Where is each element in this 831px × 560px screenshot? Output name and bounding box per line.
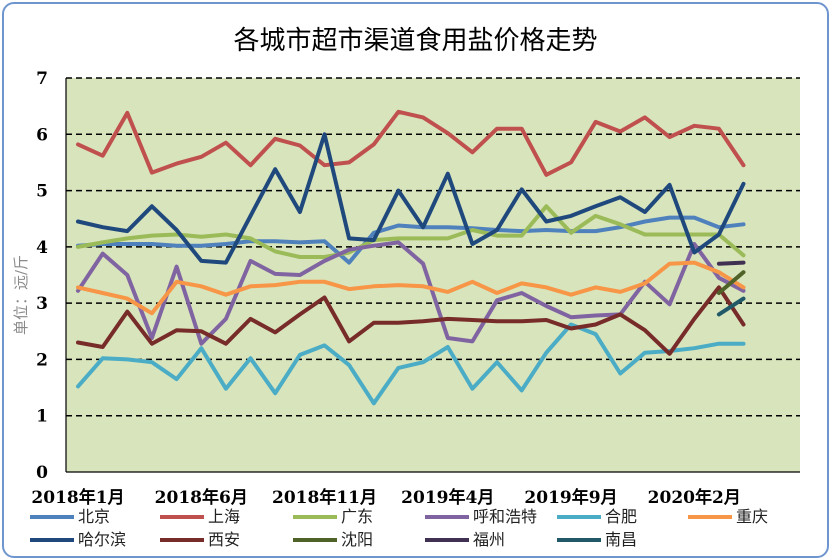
legend-label: 沈阳 [341,530,373,549]
plot-area [66,78,800,472]
legend-label: 重庆 [736,507,768,526]
series-line-合肥 [76,322,746,406]
legend-label: 呼和浩特 [473,507,537,526]
legend-item: 沈阳 [293,530,373,549]
y-tick-label: 0 [36,463,48,483]
legend-label: 上海 [208,507,240,526]
x-tick-label: 2018年11月 [272,487,377,508]
legend-label: 西安 [208,530,240,549]
y-tick-label: 5 [36,182,48,202]
legend-label: 哈尔滨 [78,530,126,549]
legend-label: 广东 [341,507,373,526]
legend-item: 福州 [425,530,505,549]
legend-item: 广东 [293,507,373,526]
series-line-哈尔滨 [76,132,746,265]
legend-label: 南昌 [605,530,637,549]
chart-title: 各城市超市渠道食用盐价格走势 [233,26,598,56]
y-tick-label: 7 [36,69,48,89]
y-tick-label: 1 [36,407,48,427]
series-line-上海 [76,109,746,177]
legend-item: 上海 [160,507,240,526]
y-tick-label: 4 [36,238,48,258]
legend-item: 哈尔滨 [30,530,126,549]
x-tick-label: 2019年4月 [401,487,494,508]
series-lines [76,109,746,406]
y-tick-label: 2 [36,350,48,370]
series-line-重庆 [76,260,746,316]
legend-item: 西安 [160,530,240,549]
legend-item: 北京 [30,507,110,526]
legend-label: 合肥 [605,507,637,526]
legend-item: 合肥 [557,507,637,526]
series-line-南昌 [716,296,746,317]
legend-item: 呼和浩特 [425,507,537,526]
series-line-福州 [716,260,746,266]
x-tick-label: 2018年1月 [31,487,124,508]
x-tick-label: 2019年9月 [524,487,617,508]
series-line-呼和浩特 [76,240,746,346]
x-tick-label: 2018年6月 [155,487,248,508]
y-tick-label: 3 [36,294,48,314]
axes [65,78,800,473]
legend-item: 南昌 [557,530,637,549]
legend-item: 重庆 [688,507,768,526]
x-tick-label: 2020年2月 [648,487,741,508]
series-line-广东 [76,204,746,259]
tick-labels: 0 1 2 3 4 5 6 7 2018年1月 2018年6月 2018年11月 2019年4月 201… [31,69,740,508]
legend-label: 北京 [78,507,110,526]
series-line-西安 [76,285,746,356]
y-tick-label: 6 [36,125,48,145]
y-axis-label: 单位：远/斤 [12,255,30,335]
legend-label: 福州 [473,530,505,549]
series-line-沈阳 [716,270,746,295]
